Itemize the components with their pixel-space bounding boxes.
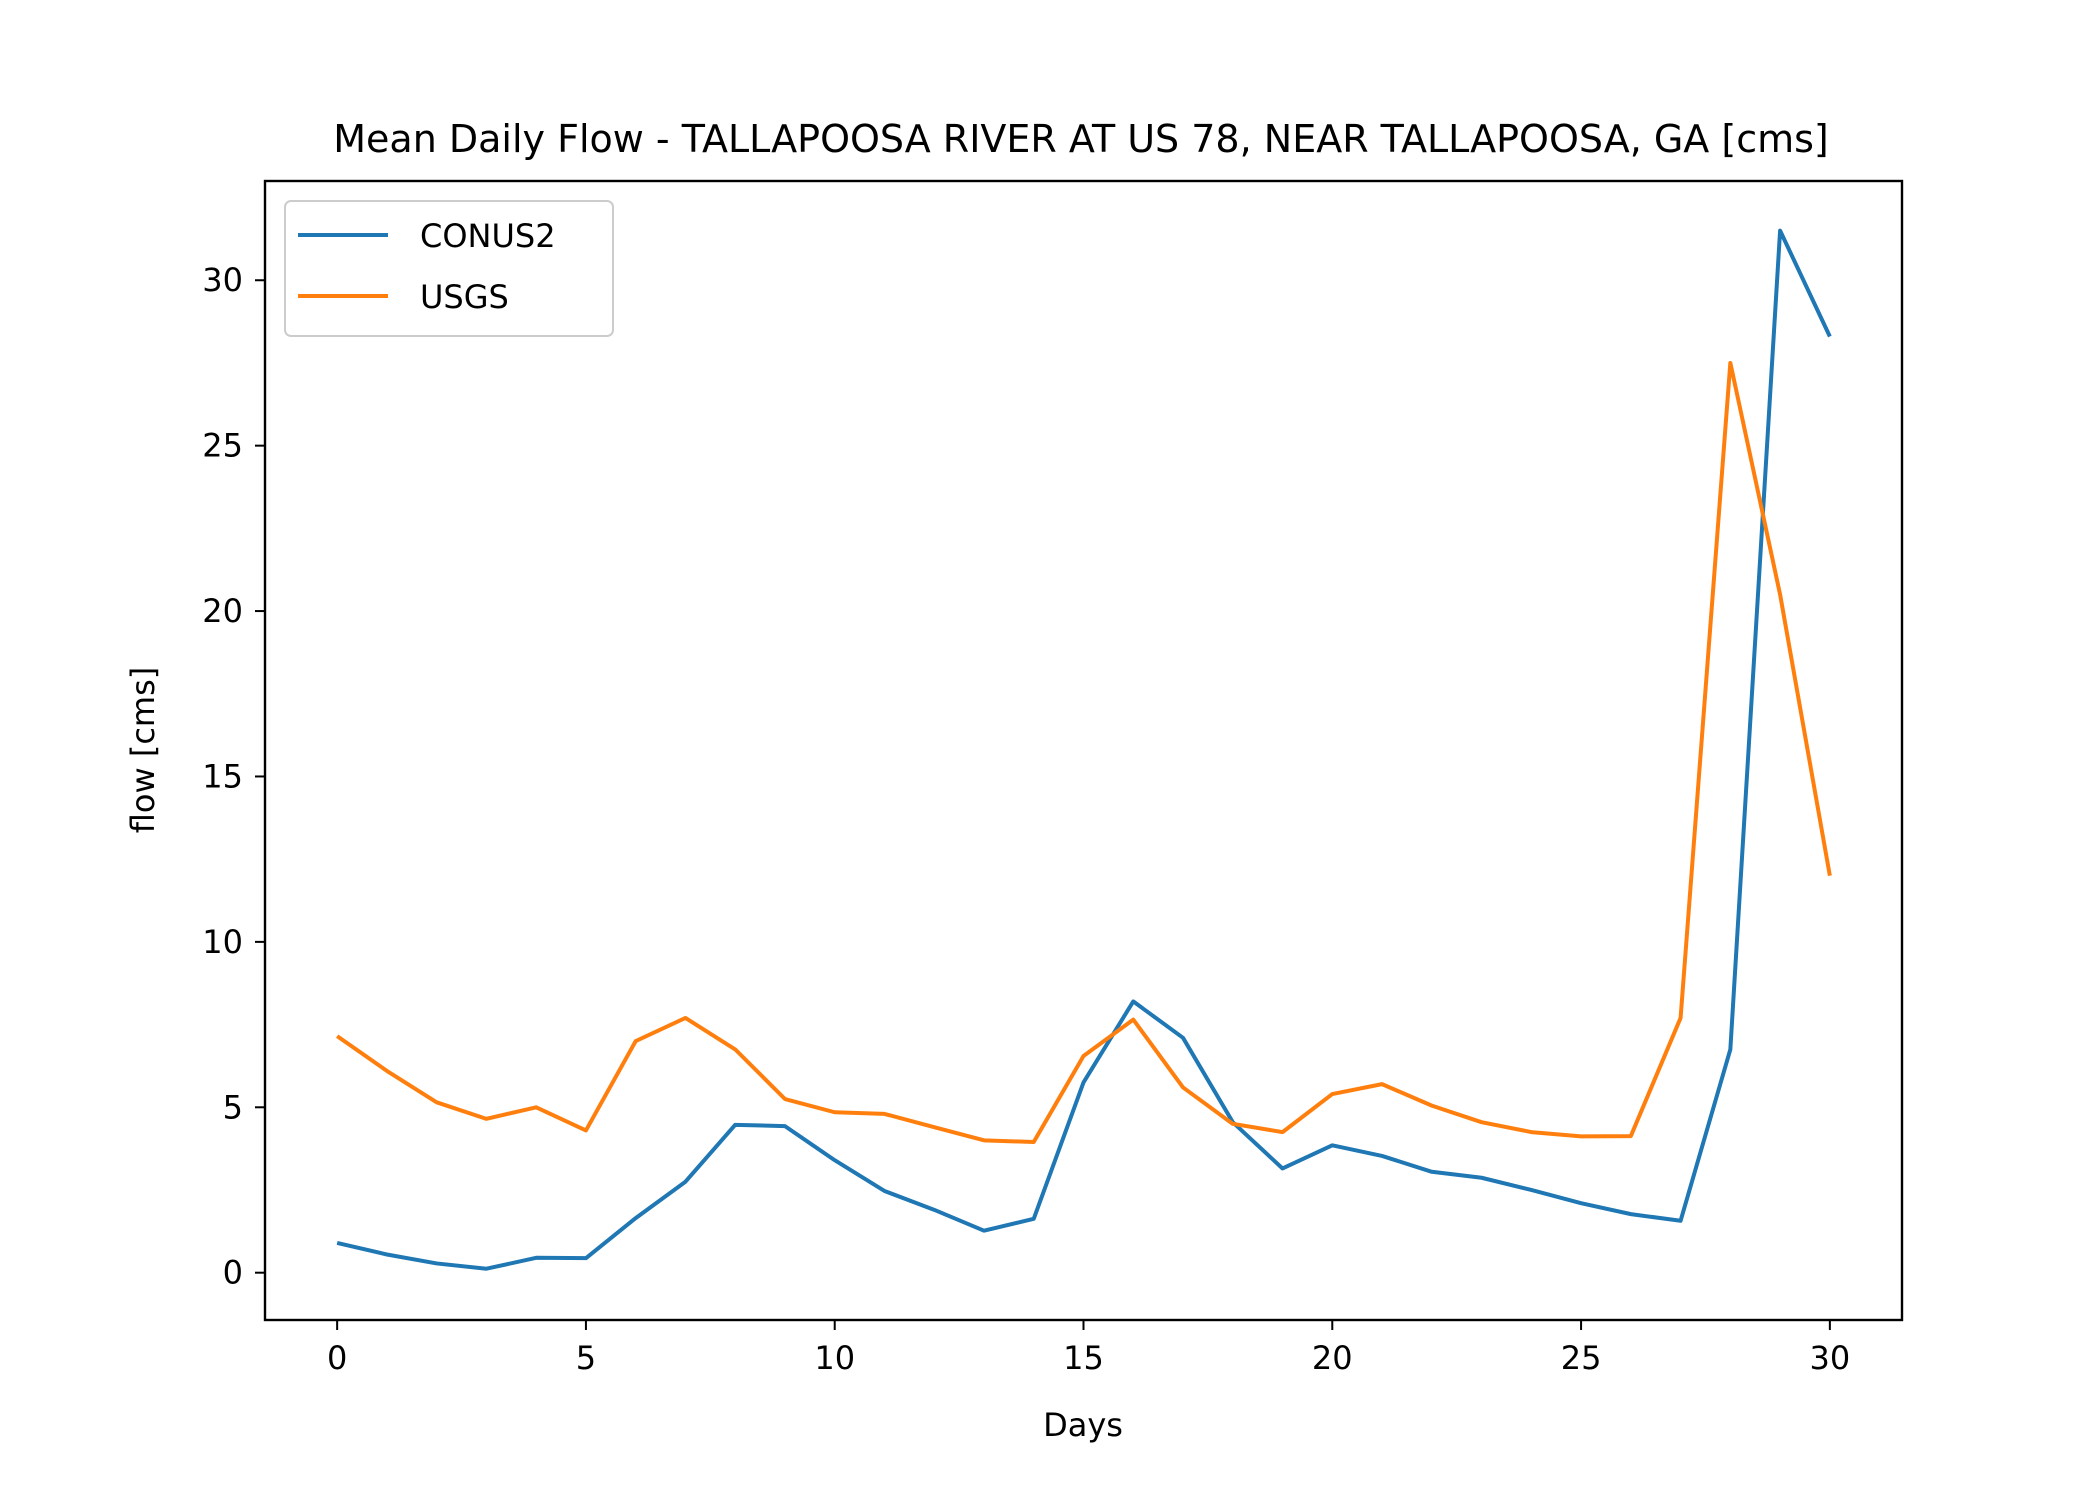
- data-point-usgs-6: [634, 1039, 638, 1043]
- data-point-usgs-24: [1529, 1130, 1533, 1134]
- data-point-conus2-16: [1131, 999, 1135, 1003]
- data-point-usgs-1: [385, 1069, 389, 1073]
- y-tick-label: 10: [202, 923, 243, 961]
- data-point-conus2-17: [1181, 1036, 1185, 1040]
- data-point-conus2-6: [634, 1216, 638, 1220]
- data-point-usgs-29: [1778, 593, 1782, 597]
- data-point-conus2-24: [1529, 1188, 1533, 1192]
- data-point-usgs-17: [1181, 1085, 1185, 1089]
- data-point-conus2-20: [1330, 1143, 1334, 1147]
- data-point-conus2-2: [435, 1261, 439, 1265]
- x-axis-label: Days: [1043, 1406, 1123, 1444]
- data-point-usgs-8: [733, 1047, 737, 1051]
- data-point-usgs-22: [1430, 1104, 1434, 1108]
- data-point-usgs-25: [1579, 1134, 1583, 1138]
- data-point-conus2-11: [882, 1189, 886, 1193]
- legend-label-usgs: USGS: [420, 278, 509, 316]
- x-axis: 0 5 10 15 20 25 30: [327, 1320, 1850, 1377]
- x-tick-label: 15: [1063, 1339, 1104, 1377]
- data-point-conus2-23: [1480, 1176, 1484, 1180]
- y-axis: 0 5 10 15 20 25 30: [202, 261, 265, 1292]
- data-point-conus2-9: [783, 1124, 787, 1128]
- y-tick-label: 25: [202, 427, 243, 465]
- data-point-usgs-27: [1679, 1016, 1683, 1020]
- data-point-usgs-4: [534, 1105, 538, 1109]
- y-tick-label: 30: [202, 261, 243, 299]
- data-point-conus2-21: [1380, 1154, 1384, 1158]
- data-point-conus2-26: [1629, 1212, 1633, 1216]
- data-point-usgs-26: [1629, 1134, 1633, 1138]
- data-point-usgs-2: [435, 1100, 439, 1104]
- data-point-conus2-19: [1281, 1166, 1285, 1170]
- data-point-conus2-29: [1778, 229, 1782, 233]
- data-point-usgs-12: [932, 1125, 936, 1129]
- data-point-conus2-27: [1679, 1219, 1683, 1223]
- y-tick-label: 15: [202, 757, 243, 795]
- x-tick-label: 0: [327, 1339, 347, 1377]
- data-point-conus2-22: [1430, 1170, 1434, 1174]
- data-point-usgs-16: [1131, 1018, 1135, 1022]
- data-point-usgs-19: [1281, 1130, 1285, 1134]
- x-tick-label: 25: [1561, 1339, 1602, 1377]
- data-point-conus2-14: [1032, 1217, 1036, 1221]
- data-point-usgs-11: [882, 1112, 886, 1116]
- x-tick-label: 20: [1312, 1339, 1353, 1377]
- y-tick-label: 5: [223, 1088, 243, 1126]
- plot-series: [335, 228, 1832, 1271]
- data-point-usgs-15: [1082, 1054, 1086, 1058]
- data-point-usgs-30: [1828, 874, 1832, 878]
- data-point-usgs-13: [982, 1138, 986, 1142]
- data-point-usgs-3: [484, 1117, 488, 1121]
- data-point-usgs-18: [1231, 1122, 1235, 1126]
- data-point-conus2-3: [484, 1267, 488, 1271]
- data-point-usgs-7: [683, 1016, 687, 1020]
- data-point-conus2-1: [385, 1253, 389, 1257]
- data-point-usgs-5: [584, 1128, 588, 1132]
- data-point-conus2-8: [733, 1123, 737, 1127]
- data-point-conus2-4: [534, 1256, 538, 1260]
- data-point-usgs-10: [833, 1110, 837, 1114]
- data-point-conus2-25: [1579, 1201, 1583, 1205]
- data-point-conus2-5: [584, 1256, 588, 1260]
- data-point-conus2-0: [335, 1241, 339, 1245]
- data-point-conus2-12: [932, 1208, 936, 1212]
- data-point-conus2-10: [833, 1158, 837, 1162]
- chart-title: Mean Daily Flow - TALLAPOOSA RIVER AT US…: [333, 117, 1829, 161]
- legend: CONUS2 USGS: [284, 200, 614, 337]
- data-point-conus2-30: [1828, 334, 1832, 338]
- y-tick-label: 0: [223, 1254, 243, 1292]
- data-point-usgs-14: [1032, 1140, 1036, 1144]
- data-point-usgs-9: [783, 1097, 787, 1101]
- data-point-conus2-28: [1728, 1047, 1732, 1051]
- data-point-conus2-7: [683, 1180, 687, 1184]
- series-line-usgs: [336, 360, 1832, 1145]
- y-tick-label: 20: [202, 592, 243, 630]
- x-tick-label: 10: [814, 1339, 855, 1377]
- series-line-conus2: [336, 228, 1832, 1271]
- data-point-conus2-15: [1082, 1080, 1086, 1084]
- data-point-conus2-13: [982, 1229, 986, 1233]
- data-point-usgs-21: [1380, 1082, 1384, 1086]
- data-point-usgs-20: [1330, 1092, 1334, 1096]
- x-tick-label: 5: [576, 1339, 596, 1377]
- data-point-usgs-23: [1480, 1120, 1484, 1124]
- legend-label-conus2: CONUS2: [420, 217, 556, 255]
- x-tick-label: 30: [1809, 1339, 1850, 1377]
- data-point-usgs-28: [1728, 361, 1732, 365]
- y-axis-label: flow [cms]: [124, 667, 162, 833]
- data-point-usgs-0: [335, 1034, 339, 1038]
